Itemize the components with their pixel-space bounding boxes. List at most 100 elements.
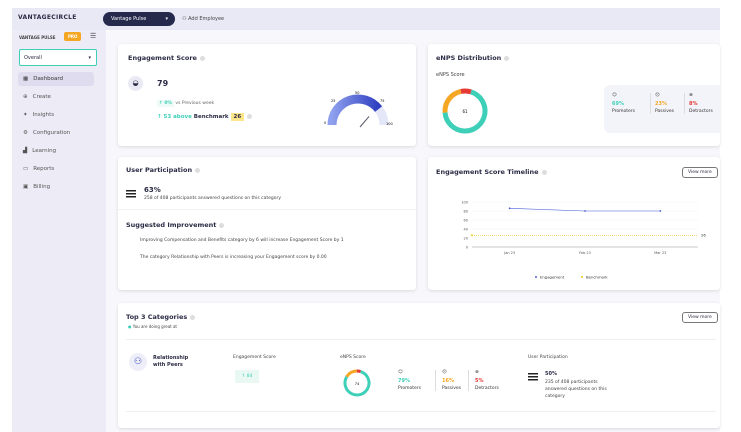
view-more-button[interactable]: View more [682, 312, 718, 323]
gauge-needle [359, 116, 370, 128]
detractor-face-icon: ⊗ [475, 370, 479, 375]
enps-distribution-card: eNPS Distribution eNPS Score 61 ☺ 69% Prom… [428, 44, 720, 146]
passives-label: Passives [442, 386, 461, 391]
engagement-timeline-card: Engagement Score Timeline View more 0 20 4… [428, 157, 720, 290]
promoters-value: 69% [612, 101, 624, 107]
engagement-gauge: 0 25 50 75 100 [324, 91, 393, 128]
suggestion-item: The category Relationship with Peers is … [140, 255, 327, 260]
settings-icon: ⚙ [23, 130, 28, 136]
promoters-segment [343, 370, 371, 397]
view-more-button[interactable]: View more [682, 167, 718, 178]
es-label: Engagement Score [233, 355, 276, 360]
passive-face-icon: ☹ [442, 370, 447, 375]
above-benchmark: ↑ 53 above [157, 114, 192, 120]
change-label: vs Previous week [175, 101, 215, 106]
engagement-score-value: 79 [157, 79, 169, 88]
sidebar-item-billing[interactable]: ▣ Billing [18, 180, 94, 194]
enps-label: eNPS Score [340, 355, 366, 360]
y-tick-label: 40 [464, 227, 468, 231]
sidebar-item-dashboard[interactable]: ▦ Dashboard [18, 72, 94, 86]
promoter-face-icon: ☺ [612, 93, 617, 98]
promoters-label: Promoters [612, 109, 636, 114]
x-tick-label: Jan 23 [503, 251, 515, 255]
filter-select[interactable]: Overall ▾ [19, 49, 97, 66]
sidebar-item-label: Reports [33, 166, 55, 172]
card-title: Engagement Score [128, 54, 197, 62]
passives-label: Passives [655, 109, 674, 114]
user-participation-card: User Participation 63% 258 of 408 partic… [118, 157, 416, 290]
sidebar-item-reports[interactable]: ▭ Reports [18, 162, 94, 176]
divider [126, 339, 716, 340]
detractors-segment [460, 88, 472, 95]
sidebar-item-label: Billing [33, 184, 51, 190]
sidebar-item-create[interactable]: ⊕ Create [18, 90, 94, 104]
engagement-score-card: Engagement Score ◒ 79 ↑ 0% vs Previous w… [118, 44, 416, 146]
sidebar-item-insights[interactable]: ✦ Insights [18, 108, 94, 122]
plus-circle-icon: ⊕ [23, 94, 28, 100]
divider [126, 411, 716, 412]
benchmark-end-label: 26 [701, 233, 706, 238]
gauge-tick: 25 [331, 99, 335, 103]
sidebar-item-label: Dashboard [33, 76, 64, 82]
sidebar-item-configuration[interactable]: ⚙ Configuration [18, 126, 94, 140]
x-tick-label: Feb 23 [579, 251, 591, 255]
enps-breakdown: ☺ 69% Promoters ☹ 23% Passives ⊗ 8% Detractors [604, 85, 720, 133]
gauge-tick: 50 [355, 91, 359, 95]
logo: VANTAGECIRCLE [18, 14, 77, 21]
up-text: 235 of 408 participants answered questio… [545, 380, 607, 399]
info-icon[interactable] [219, 222, 225, 228]
detractors-segment [356, 369, 361, 373]
suggested-improvement-title: Suggested Improvement [126, 221, 217, 229]
passive-face-icon: ☹ [655, 93, 660, 98]
category-enps-donut: 74 [343, 369, 371, 397]
enps-score-value: 61 [462, 109, 468, 114]
promoters-value: 79% [398, 378, 410, 384]
engagement-point [508, 207, 511, 210]
suggestion-item: Improving Compensation and Benefits cate… [140, 238, 344, 243]
category-name: Relationship with Peers [153, 355, 189, 368]
add-employee-button[interactable]: ⚇ Add Employee [182, 16, 224, 22]
insights-icon: ✦ [23, 112, 28, 118]
enps-donut: 61 [442, 88, 488, 134]
caret-down-icon: ▾ [165, 16, 168, 22]
promoters-label: Promoters [398, 386, 422, 391]
engagement-point [584, 210, 586, 212]
grid-icon: ▦ [23, 76, 29, 82]
report-icon: ▭ [23, 166, 29, 172]
detractor-face-icon: ⊗ [689, 93, 693, 98]
legend-label: Engagement [540, 274, 565, 279]
card-title: Top 3 Categories [126, 313, 188, 321]
passives-segment [345, 369, 357, 378]
top3-subtitle: You are doing great at [132, 324, 177, 329]
add-employee-label: Add Employee [188, 16, 225, 22]
y-tick-label: 60 [464, 218, 468, 222]
benchmark-label: Benchmark [193, 114, 229, 120]
detractors-value: 5% [475, 378, 484, 384]
sidebar-item-label: Insights [32, 112, 55, 118]
participation-percent: 63% [144, 186, 161, 194]
bullet-icon: ● [128, 324, 132, 329]
bar-chart-icon: ▟ [23, 148, 28, 154]
gauge-tick: 0 [324, 121, 326, 125]
info-icon[interactable] [190, 314, 196, 320]
menu-toggle-icon[interactable]: ☰ [90, 32, 97, 40]
participation-bars-icon [126, 190, 136, 198]
product-label: VANTAGE PULSE [19, 35, 56, 40]
product-select[interactable]: Vantage Pulse ▾ [103, 12, 175, 26]
es-value: ↑ 84 [235, 370, 259, 383]
info-icon[interactable] [504, 55, 510, 61]
add-user-icon: ⚇ [182, 16, 189, 22]
info-icon[interactable] [247, 114, 253, 119]
timeline-chart: 0 20 40 60 80 100 Jan 23 Feb 23 Mar 23 26 Engageme… [461, 200, 706, 279]
category-row: ⚇ Relationship with Peers Engagement Sco… [126, 353, 716, 413]
info-icon[interactable] [199, 55, 205, 61]
sidebar-item-learning[interactable]: ▟ Learning [18, 144, 94, 158]
sidebar-item-label: Create [32, 94, 51, 100]
card-title: eNPS Distribution [436, 54, 502, 62]
info-icon[interactable] [541, 169, 547, 175]
info-icon[interactable] [195, 167, 201, 173]
gauge-fill [327, 94, 383, 126]
gauge-tick: 100 [386, 122, 393, 126]
change-value: ↑ 0% [157, 100, 174, 107]
sidebar-item-label: Learning [32, 148, 57, 154]
